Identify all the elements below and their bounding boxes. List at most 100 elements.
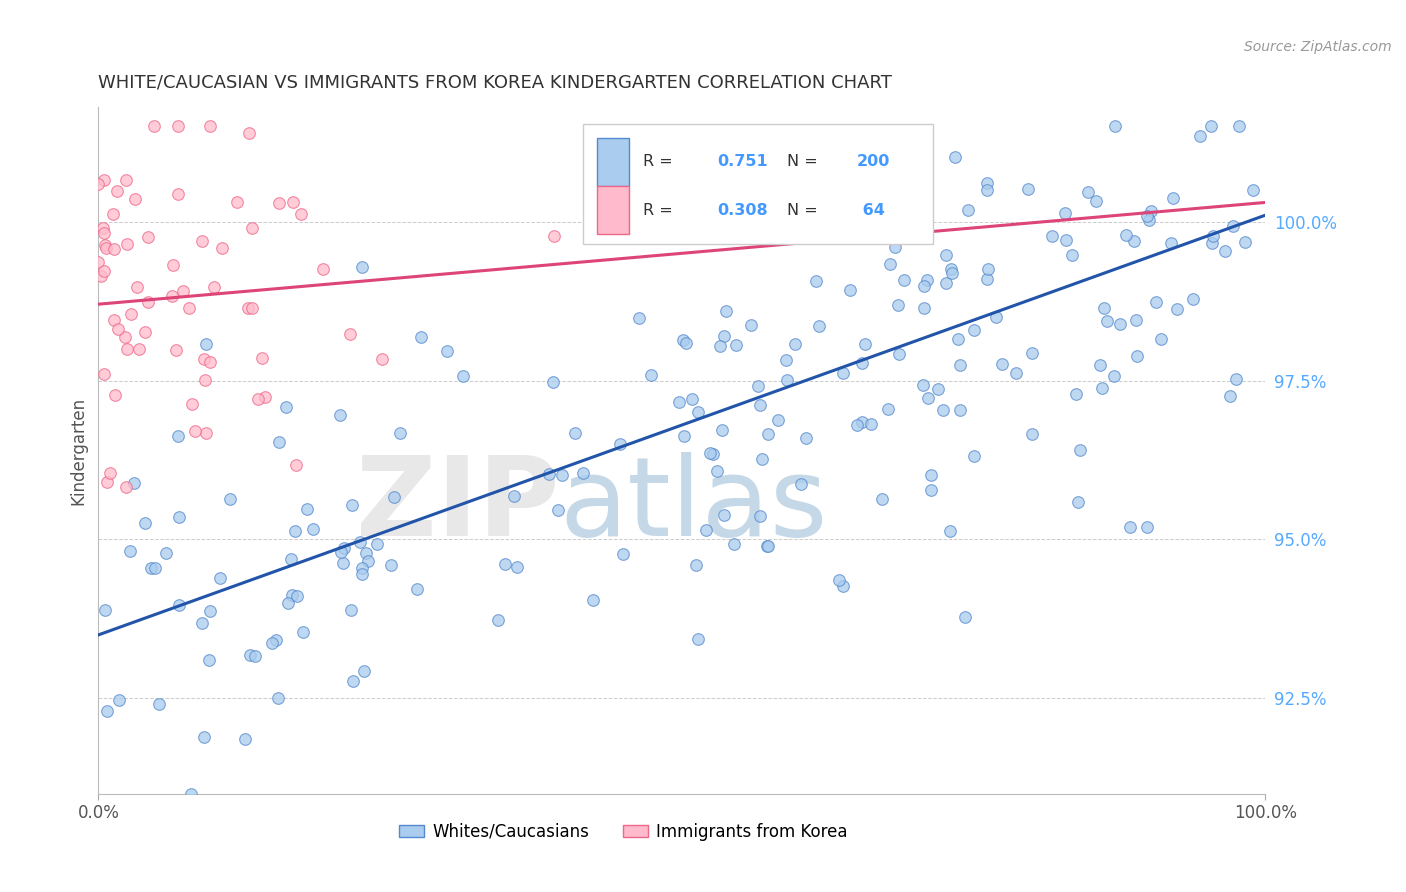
Point	[702, 447, 724, 461]
Point	[105, 184, 128, 198]
Point	[1021, 345, 1043, 359]
Point	[169, 509, 191, 524]
Point	[332, 557, 354, 571]
Point	[1136, 210, 1159, 224]
Point	[195, 337, 218, 351]
Point	[1091, 381, 1114, 395]
Text: 0.308: 0.308	[717, 202, 768, 218]
Point	[194, 425, 217, 440]
Point	[162, 259, 184, 273]
Point	[551, 467, 574, 482]
Point	[389, 426, 412, 441]
Point	[790, 476, 813, 491]
Point	[920, 467, 942, 482]
Point	[291, 624, 314, 639]
Point	[740, 318, 762, 332]
Point	[366, 537, 388, 551]
Point	[935, 248, 957, 262]
Point	[333, 541, 356, 555]
Point	[353, 665, 375, 679]
Point	[1126, 349, 1149, 363]
FancyBboxPatch shape	[582, 124, 932, 244]
Point	[274, 401, 297, 415]
Text: 0.751: 0.751	[717, 154, 768, 169]
Point	[122, 475, 145, 490]
Point	[264, 632, 287, 647]
Point	[339, 326, 361, 341]
Point	[1201, 228, 1223, 243]
Point	[219, 492, 242, 507]
Point	[96, 475, 118, 489]
Point	[832, 578, 855, 592]
Point	[247, 392, 270, 406]
Point	[340, 498, 363, 512]
Point	[1181, 292, 1204, 306]
Point	[380, 558, 402, 572]
Point	[453, 369, 475, 384]
Point	[1140, 204, 1163, 219]
Point	[1201, 235, 1223, 250]
Point	[1229, 119, 1251, 133]
Point	[503, 489, 526, 503]
Point	[180, 397, 202, 411]
Point	[236, 301, 259, 315]
Point	[889, 346, 911, 360]
Point	[87, 177, 110, 191]
Point	[713, 508, 735, 522]
Point	[295, 502, 318, 516]
Point	[1233, 235, 1256, 249]
Point	[240, 301, 263, 315]
Point	[612, 547, 634, 561]
Point	[243, 648, 266, 663]
Point	[872, 491, 894, 506]
Point	[143, 119, 166, 133]
Point	[920, 483, 942, 497]
Point	[943, 150, 966, 164]
Point	[957, 203, 980, 218]
Point	[115, 236, 138, 251]
Point	[124, 192, 146, 206]
Point	[695, 523, 717, 537]
Point	[148, 697, 170, 711]
Point	[543, 228, 565, 243]
Point	[748, 509, 770, 524]
Point	[104, 388, 127, 402]
Point	[340, 602, 363, 616]
Point	[1104, 368, 1126, 383]
Point	[832, 366, 855, 380]
Point	[277, 596, 299, 610]
Point	[716, 304, 738, 318]
Point	[949, 359, 972, 373]
Point	[166, 119, 188, 133]
Point	[143, 561, 166, 575]
Text: atlas: atlas	[560, 452, 828, 559]
Point	[262, 635, 284, 649]
Point	[783, 337, 806, 351]
Point	[302, 522, 325, 536]
Point	[87, 254, 110, 268]
Point	[912, 301, 935, 315]
Point	[141, 561, 163, 575]
Point	[285, 590, 308, 604]
Point	[1150, 332, 1173, 346]
Point	[411, 330, 433, 344]
Text: ZIP: ZIP	[356, 452, 560, 559]
Point	[120, 307, 142, 321]
Point	[329, 408, 352, 422]
Point	[127, 280, 149, 294]
Point	[917, 391, 939, 405]
Point	[915, 273, 938, 287]
Point	[893, 273, 915, 287]
Point	[1136, 520, 1159, 534]
Point	[94, 241, 117, 255]
Point	[537, 467, 560, 481]
Point	[749, 398, 772, 412]
Point	[93, 226, 115, 240]
Point	[775, 352, 797, 367]
Point	[356, 554, 378, 568]
Point	[166, 429, 188, 443]
Point	[165, 343, 187, 358]
Point	[1241, 183, 1264, 197]
Point	[225, 194, 247, 209]
Point	[1123, 234, 1146, 248]
